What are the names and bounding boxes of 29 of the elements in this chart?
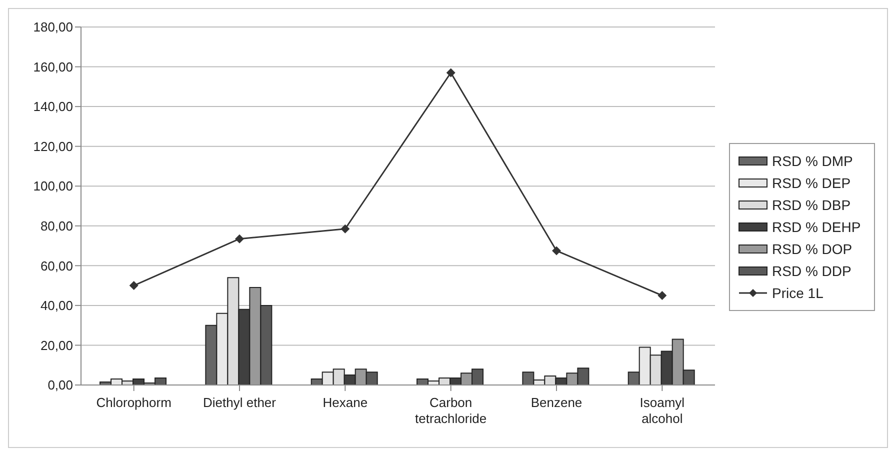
legend-label: RSD % DEHP	[772, 218, 861, 237]
point	[658, 291, 667, 300]
legend-label: RSD % DOP	[772, 240, 852, 259]
y-tick-label: 120,00	[33, 138, 73, 154]
y-tick-label: 100,00	[33, 178, 73, 194]
x-tick-label: Benzene	[530, 395, 582, 410]
x-tick-label: Isoamyl alcohol	[640, 395, 685, 426]
legend-label: RSD % DBP	[772, 196, 851, 215]
point	[552, 246, 561, 256]
point	[340, 224, 350, 234]
x-tick-label: Hexane	[322, 395, 368, 410]
point	[129, 281, 138, 290]
y-tick-label: 0,00	[48, 378, 73, 393]
y-tick-label: 80,00	[40, 218, 73, 234]
legend-label: Price 1L	[772, 284, 824, 303]
x-tick-label: Chlorophorm	[96, 395, 172, 410]
legend-label: RSD % DMP	[772, 152, 853, 171]
y-tick-label: 60,00	[40, 258, 73, 274]
x-tick-label: Diethyl ether	[203, 395, 277, 410]
y-tick-label: 40,00	[40, 298, 73, 314]
point	[446, 68, 456, 78]
legend-label: RSD % DDP	[772, 262, 852, 281]
x-tick-label: Carbon tetrachloride	[415, 395, 487, 426]
y-tick-label: 160,00	[33, 59, 73, 74]
legend-label: RSD % DEP	[772, 174, 851, 193]
y-tick-label: 140,00	[33, 99, 73, 114]
point	[235, 234, 244, 244]
y-tick-label: 180,00	[33, 20, 73, 35]
y-tick-label: 20,00	[40, 338, 73, 353]
